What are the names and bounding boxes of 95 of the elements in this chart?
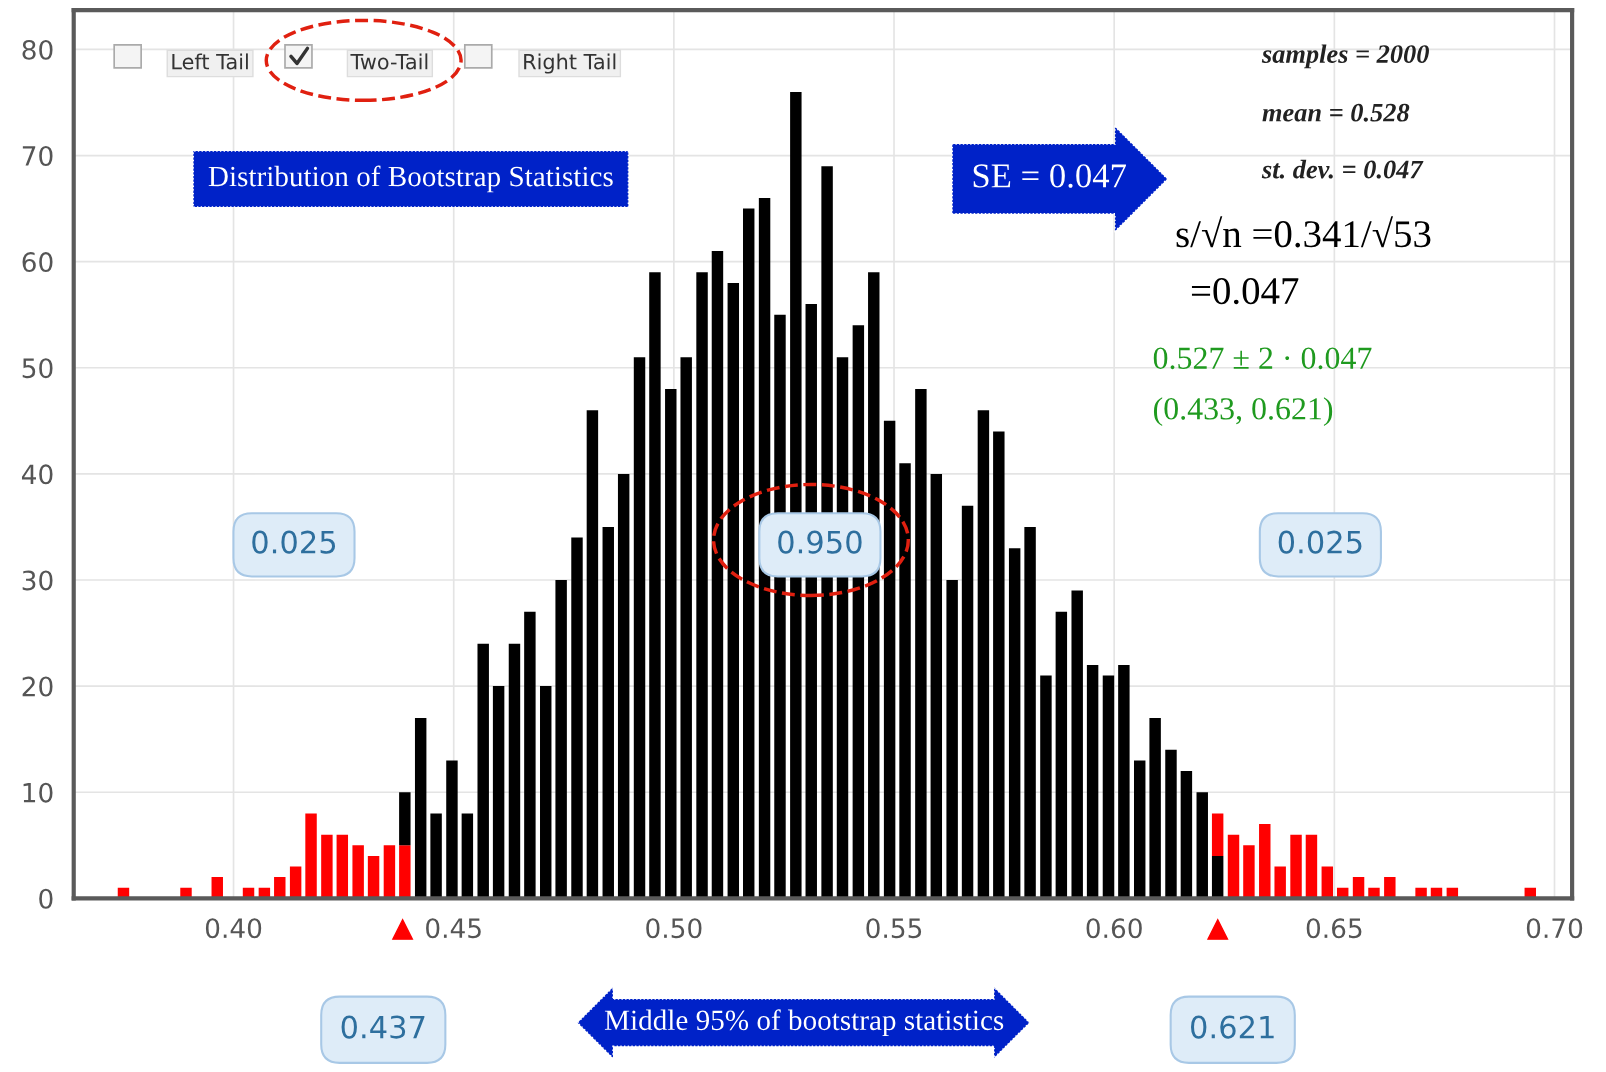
bar	[586, 410, 599, 899]
bar	[711, 251, 724, 899]
bar	[1305, 834, 1318, 899]
annotation: Right Tail	[524, 53, 616, 74]
bar	[336, 834, 349, 899]
bar	[617, 473, 630, 899]
x-tick-label: 0.55	[866, 918, 922, 939]
annotation: 0.025	[1278, 530, 1362, 554]
x-tick-label: 0.65	[1306, 918, 1362, 939]
y-tick-label: 10	[23, 782, 53, 803]
bar	[993, 431, 1005, 899]
bar	[1165, 749, 1177, 899]
bar	[883, 420, 896, 899]
bar	[946, 580, 958, 899]
bar	[477, 643, 489, 899]
bar	[383, 845, 396, 899]
bar	[524, 611, 536, 899]
bar	[977, 410, 990, 899]
bar	[367, 855, 380, 899]
bar	[915, 389, 927, 899]
bar	[321, 834, 333, 899]
bar	[305, 813, 317, 899]
x-tick-label: 0.40	[205, 918, 262, 939]
annotation: 0.950	[778, 530, 862, 554]
bar	[1008, 548, 1021, 899]
bar	[696, 272, 708, 899]
bar	[961, 505, 974, 899]
bar	[461, 813, 474, 899]
bar	[899, 463, 911, 899]
bar	[1227, 834, 1240, 899]
bar	[1243, 845, 1255, 899]
bar	[571, 537, 583, 899]
bar	[1040, 675, 1052, 899]
bar	[274, 877, 286, 899]
annotation: Distribution of Bootstrap Statistics	[208, 165, 613, 193]
bar	[1211, 855, 1224, 899]
bar	[1024, 526, 1036, 899]
bar	[1118, 664, 1130, 899]
x-tick-label: 0.70	[1526, 918, 1583, 939]
x-tick-label: 0.50	[646, 918, 702, 939]
bar	[602, 526, 614, 899]
bar	[1196, 792, 1208, 899]
y-tick-label: 30	[22, 570, 53, 591]
bar	[1055, 611, 1068, 899]
bar	[1180, 771, 1193, 899]
bar	[555, 580, 567, 899]
bar	[1134, 760, 1146, 899]
bar	[930, 473, 943, 899]
x-tick-label: 0.45	[426, 918, 481, 939]
bar	[1149, 717, 1161, 899]
bar	[352, 845, 364, 899]
bar	[649, 272, 661, 899]
annotation: =0.047	[1191, 277, 1299, 305]
y-tick-label: 0	[39, 888, 53, 909]
bar	[508, 643, 521, 899]
text: 0.437	[341, 1015, 425, 1039]
annotation: (0.433, 0.621)	[1153, 397, 1333, 427]
bar	[430, 813, 442, 899]
text: Middle 95% of bootstrap statistics	[604, 1009, 1004, 1037]
bar	[1259, 824, 1271, 899]
annotation: SE = 0.047	[973, 164, 1126, 188]
bar	[1274, 866, 1286, 899]
bar	[1384, 877, 1396, 899]
bar	[492, 686, 505, 899]
bar	[1290, 834, 1302, 899]
bar	[414, 717, 427, 899]
y-tick-label: 20	[22, 676, 53, 697]
y-tick-label: 80	[22, 39, 53, 60]
bar	[1102, 675, 1115, 899]
y-tick-label: 50	[22, 358, 53, 379]
annotation: 0.527 ± 2 · 0.047	[1153, 347, 1372, 370]
bar	[399, 845, 411, 899]
bar	[680, 357, 692, 899]
bar	[399, 792, 411, 846]
annotation: st. dev. = 0.047	[1261, 159, 1424, 179]
bar	[665, 389, 677, 899]
annotation: Two-Tail	[350, 53, 428, 70]
bar	[743, 208, 755, 899]
y-tick-label: 60	[22, 252, 53, 273]
x-tick-label: 0.60	[1086, 918, 1142, 939]
bar	[1211, 813, 1224, 856]
bar	[1086, 664, 1099, 899]
bar	[540, 686, 552, 899]
y-tick-label: 70	[22, 146, 53, 166]
bar	[633, 357, 646, 899]
bar	[446, 760, 458, 899]
annotation: mean = 0.528	[1262, 103, 1410, 122]
annotation: s/√n =0.341/√53	[1176, 216, 1431, 248]
annotation: samples = 2000	[1261, 44, 1429, 69]
bar	[727, 282, 740, 899]
annotation: Left Tail	[172, 53, 248, 70]
text: 0.621	[1191, 1015, 1274, 1039]
y-tick-label: 40	[21, 464, 53, 485]
bar	[1071, 590, 1083, 899]
annotation: 0.025	[252, 530, 336, 554]
